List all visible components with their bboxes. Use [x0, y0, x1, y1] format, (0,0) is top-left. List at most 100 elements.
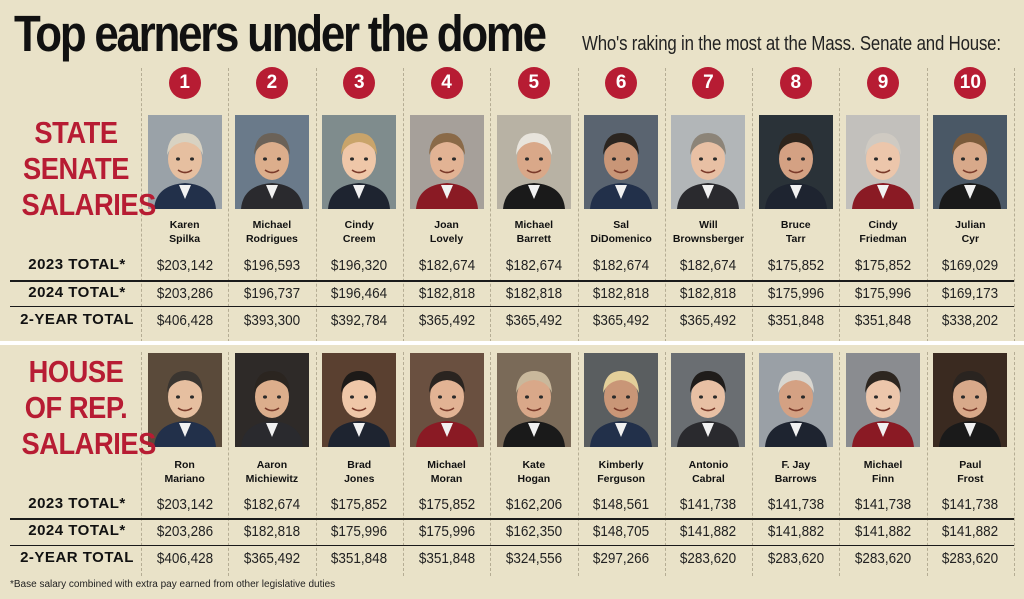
senate-salary-cell: $175,996: [767, 285, 824, 302]
house-member-photo: [671, 353, 746, 447]
house-row-label: 2024 TOTAL*: [28, 522, 126, 539]
senate-salary-cell: $182,818: [505, 285, 562, 302]
senate-member-photo: [758, 115, 833, 209]
house-salary-cell: $324,556: [505, 550, 562, 567]
senate-row-label: 2023 TOTAL*: [28, 256, 126, 273]
rank-badge: 4: [430, 67, 463, 99]
column-divider: [490, 352, 491, 576]
house-salary-cell: $141,882: [767, 523, 824, 540]
house-member-name-first: Antonio: [688, 459, 729, 471]
house-label-line: HOUSE: [28, 354, 124, 389]
house-member-name-last: Cabral: [692, 473, 725, 485]
column-divider: [228, 352, 229, 576]
rank-badge: 8: [779, 67, 812, 99]
senate-member-photo: [322, 115, 397, 209]
house-salary-cell: $148,705: [592, 523, 650, 540]
senate-member-photo: [234, 115, 309, 209]
house-salary-cell: $406,428: [156, 550, 213, 567]
house-salary-cell: $148,561: [592, 496, 650, 513]
house-member-photo: [234, 353, 309, 447]
house-salary-cell: $351,848: [331, 550, 388, 567]
house-member-name-first: Paul: [959, 459, 982, 471]
house-member-photo: [846, 353, 921, 447]
senate-member-name-first: Bruce: [780, 219, 811, 231]
house-member-photo: [496, 353, 571, 447]
senate-salary-cell: $365,492: [418, 312, 475, 329]
house-salary-cell: $141,738: [942, 496, 999, 513]
column-divider: [839, 352, 840, 576]
senate-salary-cell: $182,818: [418, 285, 475, 302]
senate-member-name-first: Karen: [169, 219, 200, 231]
house-label-line: OF REP.: [24, 390, 128, 425]
senate-salary-cell: $175,852: [854, 257, 912, 274]
column-divider: [752, 68, 753, 342]
senate-salary-cell: $169,029: [942, 257, 999, 274]
senate-salary-cell: $182,674: [680, 257, 737, 274]
column-divider: [578, 352, 579, 576]
rank-badge: 5: [517, 67, 550, 99]
house-row-rule: [10, 518, 1014, 520]
house-member-name-last: Barrows: [774, 473, 817, 485]
senate-salary-cell: $203,142: [156, 257, 213, 274]
house-member-photo: [758, 353, 833, 447]
house-member-name-first: Michael: [427, 459, 466, 471]
column-divider: [927, 68, 928, 342]
house-salary-cell: $175,996: [418, 523, 475, 540]
column-divider: [490, 68, 491, 342]
rank-badge: 2: [255, 67, 288, 99]
house-member-name-last: Michiewitz: [245, 473, 299, 485]
house-salary-cell: $203,142: [156, 496, 213, 513]
rank-badge: 7: [692, 67, 725, 99]
rank-badges: 1 2 3 4 5 6 7 8 9 10: [0, 67, 1024, 101]
senate-salary-cell: $338,202: [942, 312, 999, 329]
column-divider: [665, 352, 666, 576]
senate-row-label: 2-YEAR TOTAL: [20, 311, 134, 328]
column-divider: [752, 352, 753, 576]
house-label-line: SALARIES: [21, 426, 156, 461]
senate-salary-cell: $175,996: [854, 285, 912, 302]
house-member-name-first: Brad: [347, 459, 372, 471]
house-member-name-last: Mariano: [164, 473, 205, 485]
house-salary-cell: $141,738: [854, 496, 912, 513]
senate-salary-cell: $203,286: [156, 285, 213, 302]
column-divider: [316, 352, 317, 576]
senate-salary-cell: $365,492: [505, 312, 562, 329]
house-member-name-last: Hogan: [517, 473, 551, 485]
senate-salary-cell: $406,428: [156, 312, 213, 329]
house-member-photo: [584, 353, 659, 447]
house-row-label: 2-YEAR TOTAL: [20, 549, 134, 566]
house-salary-cell: $351,848: [418, 550, 475, 567]
senate-salary-cell: $196,320: [331, 257, 388, 274]
house-salary-cell: $162,350: [505, 523, 562, 540]
senate-member-name-last: Barrett: [516, 233, 552, 245]
senate-row-rule: [10, 306, 1014, 307]
senate-salary-cell: $169,173: [942, 285, 999, 302]
rank-badge: 9: [867, 67, 900, 99]
rank-badge: 10: [954, 67, 987, 99]
senate-member-name-last: Tarr: [785, 233, 806, 245]
house-member-photo: [322, 353, 397, 447]
column-divider: [316, 68, 317, 342]
house-row-label: 2023 TOTAL*: [28, 495, 126, 512]
house-member-name-first: Kimberly: [598, 459, 644, 471]
house-salary-cell: $141,882: [680, 523, 737, 540]
senate-label-line: STATE: [34, 115, 118, 150]
house-member-name-first: Ron: [174, 459, 195, 471]
senate-member-name-first: Will: [699, 219, 718, 231]
senate-label-line: SENATE: [22, 151, 129, 186]
page-title: Top earners under the dome: [14, 5, 547, 62]
senate-label-line: SALARIES: [21, 187, 156, 222]
column-divider: [927, 352, 928, 576]
column-divider: [403, 352, 404, 576]
house-salary-cell: $141,738: [767, 496, 824, 513]
house-salary-cell: $175,996: [331, 523, 388, 540]
senate-salary-cell: $365,492: [680, 312, 737, 329]
senate-member-name-first: Cindy: [868, 219, 898, 231]
footnote: *Base salary combined with extra pay ear…: [10, 579, 336, 590]
senate-member-name-last: Spilka: [169, 233, 201, 245]
house-member-photo: [147, 353, 222, 447]
senate-salary-cell: $392,784: [331, 312, 388, 329]
house-salary-cell: $182,674: [243, 496, 301, 513]
house-salary-cell: $297,266: [592, 550, 650, 567]
column-divider: [839, 68, 840, 342]
